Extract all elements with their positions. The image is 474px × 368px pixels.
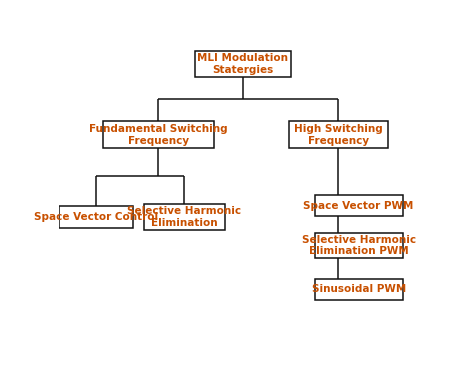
Text: Selective Harmonic
Elimination PWM: Selective Harmonic Elimination PWM xyxy=(301,234,416,256)
Text: Sinusoidal PWM: Sinusoidal PWM xyxy=(311,284,406,294)
FancyBboxPatch shape xyxy=(59,206,133,228)
Text: Fundamental Switching
Frequency: Fundamental Switching Frequency xyxy=(89,124,228,146)
FancyBboxPatch shape xyxy=(195,50,291,77)
Text: High Switching
Frequency: High Switching Frequency xyxy=(294,124,383,146)
Text: Space Vector PWM: Space Vector PWM xyxy=(303,201,414,210)
FancyBboxPatch shape xyxy=(315,195,403,216)
FancyBboxPatch shape xyxy=(103,121,213,148)
FancyBboxPatch shape xyxy=(315,279,403,300)
FancyBboxPatch shape xyxy=(144,204,225,230)
Text: Selective Harmonic
Elimination: Selective Harmonic Elimination xyxy=(127,206,241,228)
Text: MLI Modulation
Statergies: MLI Modulation Statergies xyxy=(198,53,288,75)
FancyBboxPatch shape xyxy=(315,233,403,258)
Text: Space Vector Control: Space Vector Control xyxy=(34,212,158,222)
FancyBboxPatch shape xyxy=(289,121,388,148)
